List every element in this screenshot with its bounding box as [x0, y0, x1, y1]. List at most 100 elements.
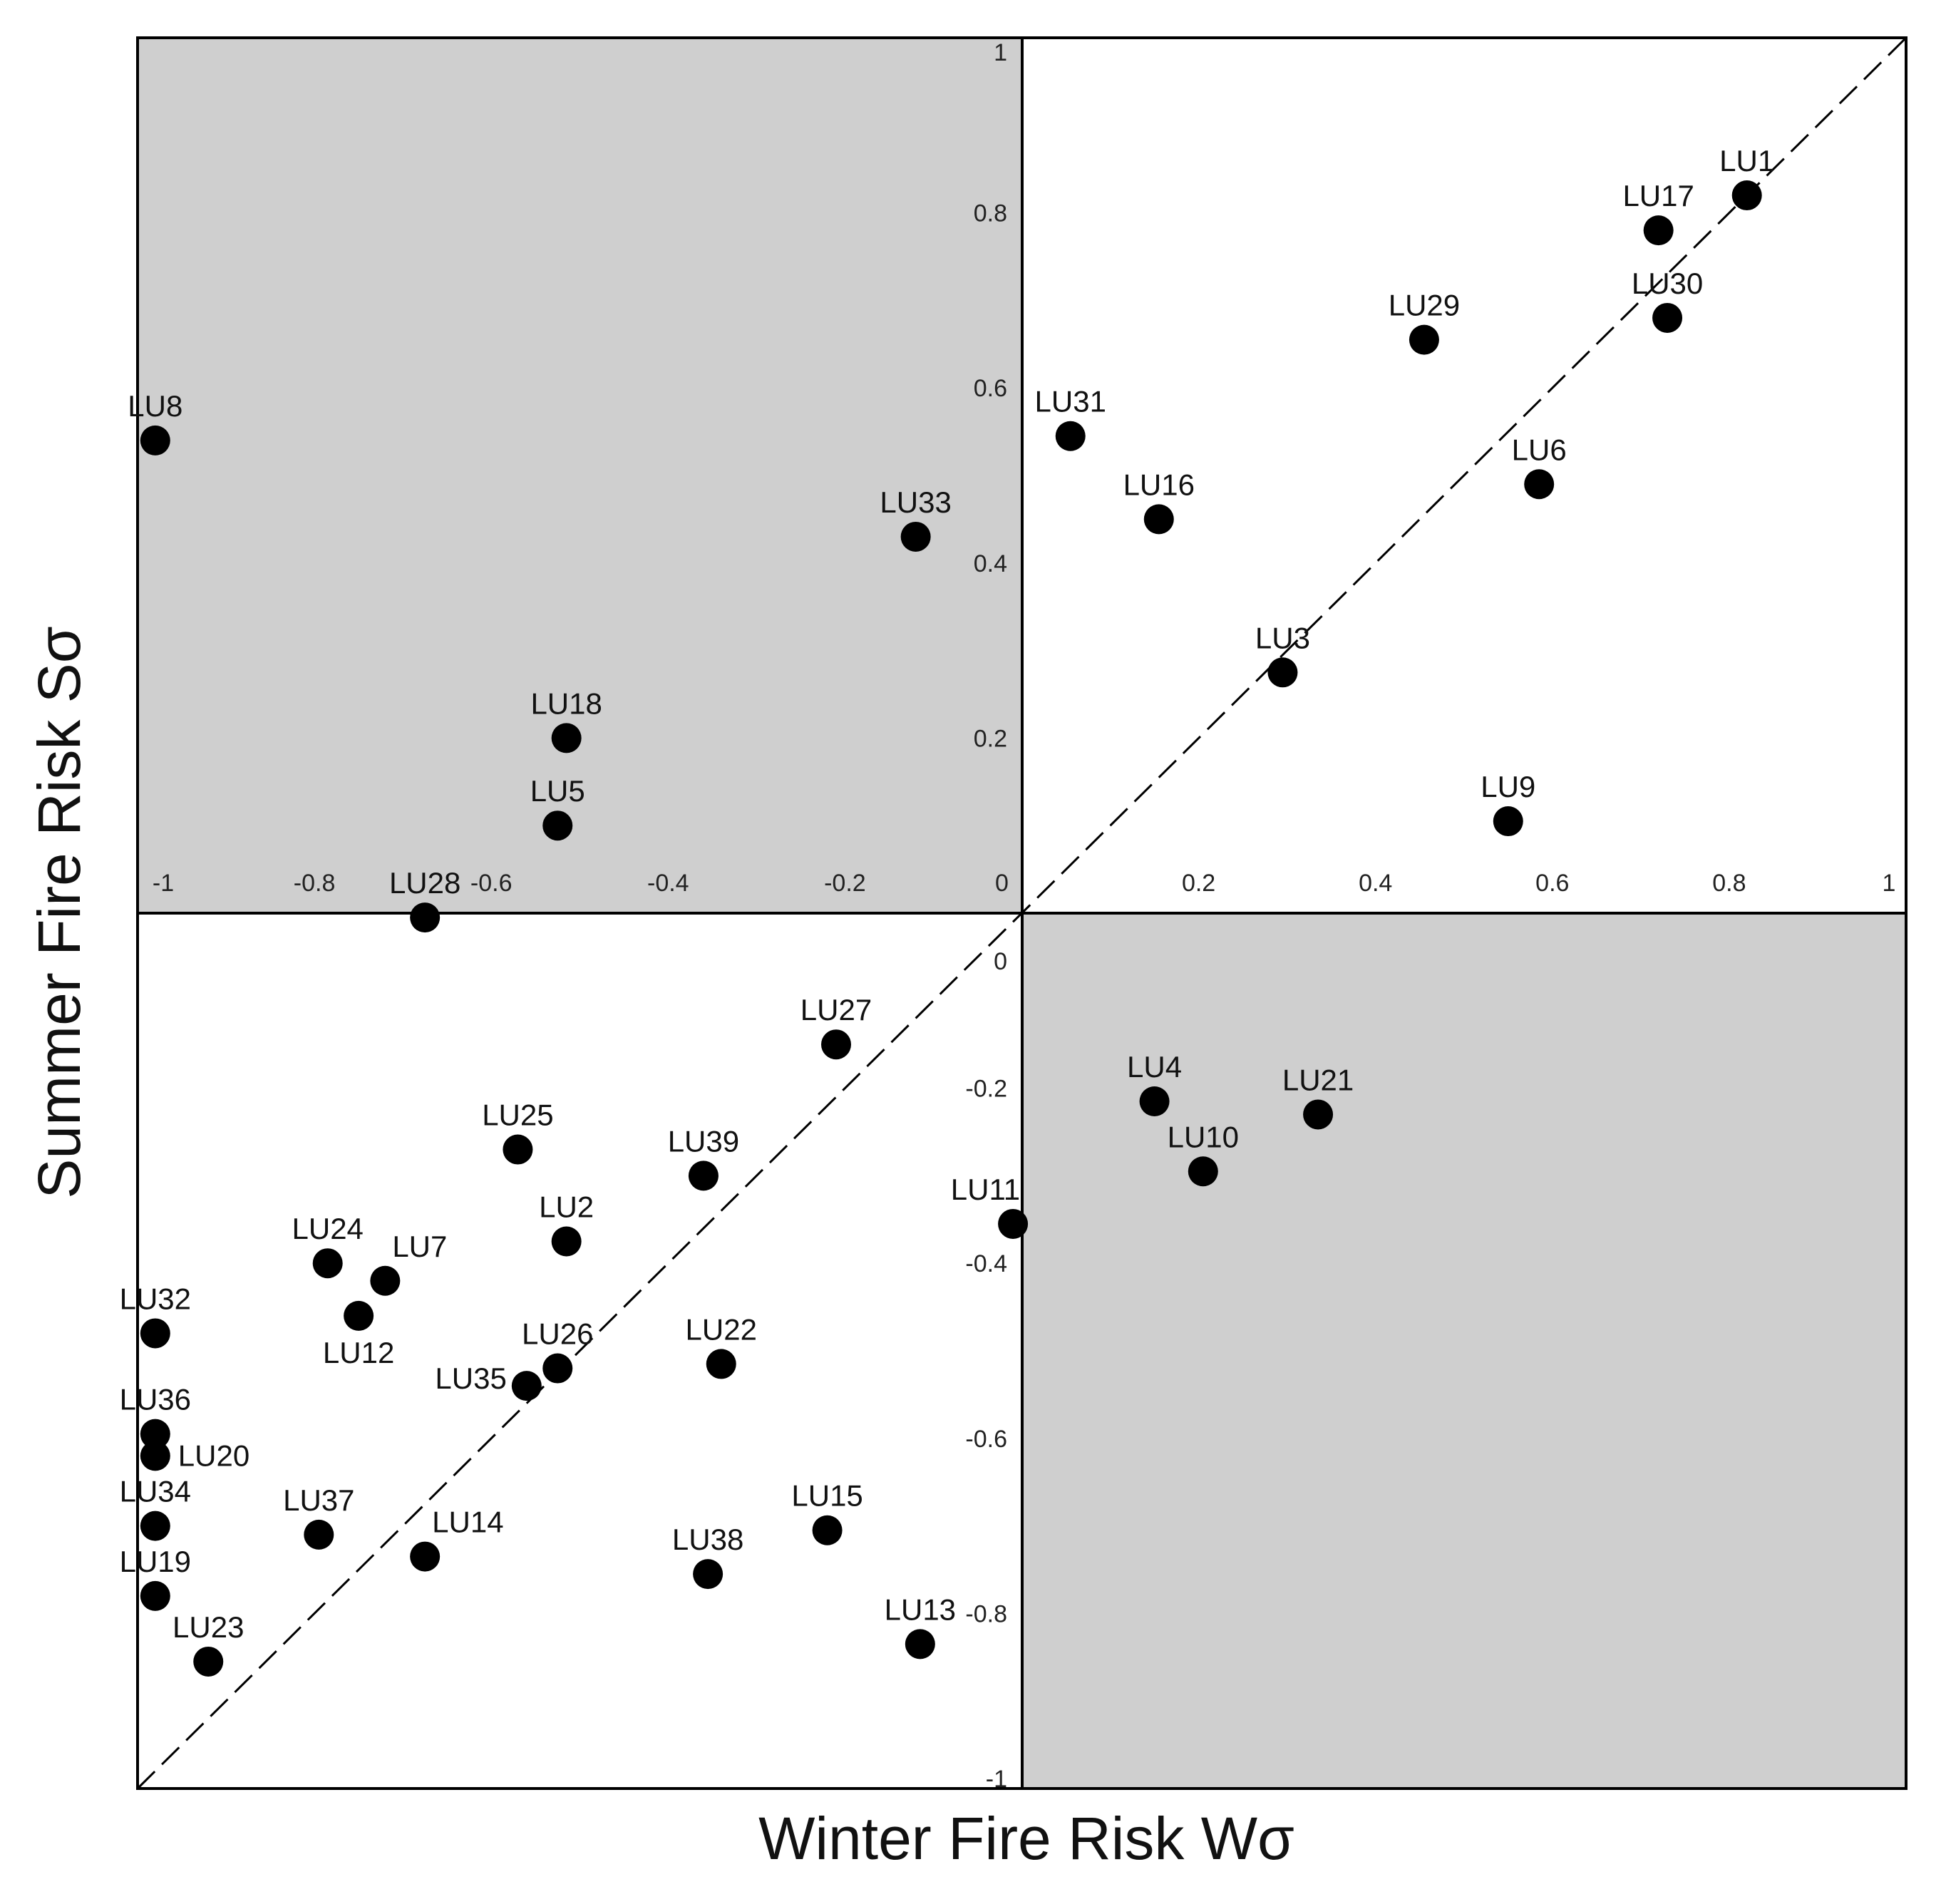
- y-tick-label: 0: [994, 948, 1007, 975]
- data-point-lu36: [140, 1419, 170, 1449]
- y-tick-label: 0.4: [974, 550, 1007, 577]
- data-point-lu30: [1652, 302, 1683, 333]
- data-point-lu19: [140, 1580, 170, 1611]
- y-axis-label: Summer Fire Risk Sσ: [26, 626, 93, 1198]
- data-point-lu23: [193, 1646, 224, 1677]
- point-label-lu30: LU30: [1632, 267, 1703, 300]
- data-point-lu15: [812, 1515, 843, 1545]
- point-label-lu34: LU34: [120, 1475, 191, 1508]
- point-label-lu7: LU7: [392, 1230, 447, 1263]
- point-label-lu11: LU11: [951, 1173, 1020, 1206]
- point-label-lu2: LU2: [539, 1190, 594, 1224]
- point-label-lu29: LU29: [1389, 289, 1460, 322]
- data-point-lu27: [820, 1029, 851, 1060]
- data-point-lu34: [140, 1511, 170, 1541]
- data-point-lu6: [1524, 469, 1555, 500]
- x-tick-label: 0: [995, 870, 1009, 897]
- x-tick-label: 0.4: [1359, 870, 1392, 897]
- y-tick-label: -1: [986, 1766, 1007, 1793]
- data-point-lu39: [688, 1161, 719, 1191]
- data-point-lu22: [706, 1349, 736, 1379]
- data-point-lu16: [1143, 504, 1174, 535]
- quadrant-backgrounds: [138, 38, 1906, 1789]
- y-tick-label: -0.8: [965, 1600, 1007, 1627]
- data-point-lu21: [1303, 1099, 1334, 1130]
- y-tick-label: 0.6: [974, 375, 1007, 402]
- point-label-lu22: LU22: [686, 1312, 757, 1346]
- point-label-lu13: LU13: [885, 1592, 956, 1626]
- data-point-lu3: [1267, 657, 1298, 688]
- point-label-lu37: LU37: [283, 1483, 354, 1517]
- x-tick-label: 0.8: [1712, 870, 1746, 897]
- shaded-quadrant-top-left: [138, 38, 1022, 913]
- point-label-lu24: LU24: [292, 1212, 364, 1245]
- point-label-lu31: LU31: [1035, 385, 1106, 418]
- x-tick-label: 0.2: [1182, 870, 1215, 897]
- y-tick-label: 0.8: [974, 200, 1007, 227]
- data-point-lu10: [1188, 1156, 1218, 1187]
- point-label-lu9: LU9: [1481, 770, 1535, 803]
- point-label-lu28: LU28: [389, 866, 460, 900]
- point-label-lu19: LU19: [120, 1545, 191, 1578]
- point-label-lu18: LU18: [530, 686, 602, 720]
- x-tick-label: 0.6: [1535, 870, 1569, 897]
- point-label-lu23: LU23: [173, 1610, 244, 1644]
- point-label-lu38: LU38: [672, 1523, 743, 1556]
- y-tick-label: 0.2: [974, 725, 1007, 752]
- data-point-lu8: [140, 425, 170, 456]
- point-label-lu26: LU26: [522, 1317, 593, 1351]
- point-label-lu36: LU36: [120, 1383, 191, 1416]
- point-label-lu5: LU5: [530, 774, 585, 808]
- data-point-lu31: [1055, 421, 1086, 451]
- point-label-lu3: LU3: [1255, 621, 1310, 654]
- shaded-quadrant-bottom-right: [1022, 913, 1906, 1789]
- data-point-lu32: [140, 1318, 170, 1349]
- data-point-lu20: [140, 1441, 170, 1471]
- point-label-lu12: LU12: [323, 1336, 394, 1369]
- data-point-lu4: [1139, 1086, 1170, 1117]
- point-label-lu16: LU16: [1123, 468, 1195, 501]
- y-tick-label: -0.4: [965, 1250, 1007, 1277]
- y-tick-label: 1: [994, 39, 1007, 66]
- point-labels: LU1 LU17 LU30 LU29 LU31 LU6 LU16 LU3 LU9 LU8 LU33 L…: [120, 144, 1775, 1644]
- point-label-lu15: LU15: [791, 1479, 863, 1513]
- data-point-lu24: [312, 1248, 343, 1279]
- data-point-lu26: [542, 1353, 573, 1384]
- point-label-lu21: LU21: [1282, 1063, 1354, 1096]
- point-label-lu20: LU20: [178, 1439, 249, 1472]
- data-point-lu35: [511, 1371, 542, 1401]
- data-point-lu11: [998, 1208, 1029, 1239]
- point-label-lu25: LU25: [482, 1098, 553, 1132]
- point-label-lu14: LU14: [432, 1506, 503, 1539]
- data-point-lu13: [905, 1629, 935, 1659]
- data-point-lu29: [1409, 324, 1439, 355]
- point-label-lu8: LU8: [128, 389, 182, 423]
- x-tick-label: 1: [1883, 870, 1896, 897]
- data-point-lu38: [693, 1559, 724, 1590]
- point-label-lu6: LU6: [1512, 433, 1567, 466]
- data-point-lu18: [551, 723, 582, 753]
- point-label-lu17: LU17: [1622, 179, 1694, 212]
- point-label-lu35: LU35: [435, 1362, 506, 1395]
- point-label-lu27: LU27: [800, 993, 872, 1026]
- data-point-lu25: [503, 1134, 533, 1165]
- data-point-lu17: [1643, 215, 1674, 246]
- point-label-lu1: LU1: [1719, 144, 1774, 177]
- x-tick-labels: -1 -0.8 -0.6 -0.4 -0.2 0 0.2 0.4 0.6 0.8 1: [153, 870, 1896, 897]
- data-point-lu7: [370, 1265, 401, 1296]
- data-point-lu9: [1493, 806, 1523, 837]
- y-tick-labels: 1 0.8 0.6 0.4 0.2 0 -0.2 -0.4 -0.6 -0.8 -1: [965, 39, 1007, 1793]
- y-tick-label: -0.6: [965, 1426, 1007, 1453]
- point-label-lu10: LU10: [1168, 1120, 1239, 1153]
- x-tick-label: -1: [153, 870, 174, 897]
- x-tick-label: -0.2: [824, 870, 866, 897]
- x-tick-label: -0.8: [294, 870, 336, 897]
- x-tick-label: -0.6: [470, 870, 513, 897]
- data-point-lu1: [1731, 180, 1762, 211]
- y-tick-label: -0.2: [965, 1076, 1007, 1103]
- data-point-lu33: [900, 521, 931, 552]
- point-label-lu33: LU33: [880, 485, 951, 519]
- point-label-lu39: LU39: [668, 1124, 739, 1158]
- x-axis-label: Winter Fire Risk Wσ: [758, 1805, 1294, 1872]
